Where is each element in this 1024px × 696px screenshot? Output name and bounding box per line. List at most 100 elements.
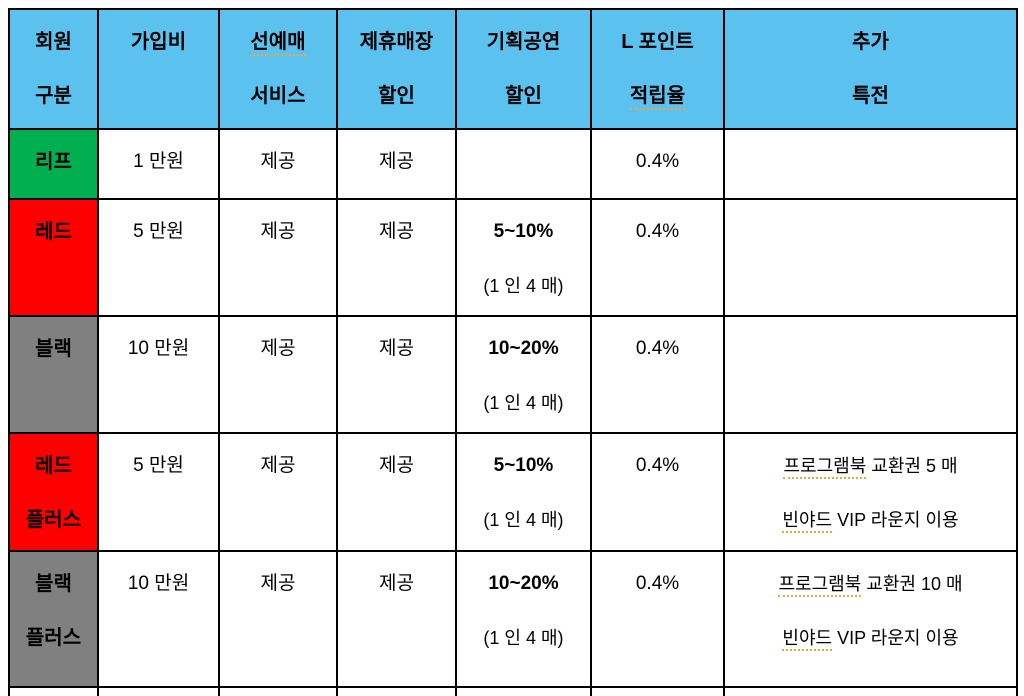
lpoint-value: 0.4% (635, 573, 680, 594)
discount-value: 5~10% (493, 455, 554, 476)
cell-presale: 제공 (218, 432, 338, 552)
cell-empty (218, 686, 338, 696)
presale-value: 제공 (260, 338, 296, 359)
spellcheck-word: 적립율 (629, 85, 686, 110)
header-text: 서비스 (250, 85, 306, 107)
cell-event-discount (455, 128, 592, 200)
cell-lpoint: 0.4% (590, 315, 725, 434)
cell-tier: 블랙 플러스 (8, 550, 99, 688)
extra-benefit: 프로그램북 교환권 10 매 (729, 557, 1012, 611)
cell-presale: 제공 (218, 315, 338, 434)
cell-fee: 5 만원 (97, 198, 220, 317)
cell-lpoint: 0.4% (590, 128, 725, 200)
cell-empty (336, 686, 457, 696)
cell-fee: 10 만원 (97, 315, 220, 434)
store-value: 제공 (379, 455, 414, 476)
header-member-type: 회원 구분 (8, 8, 99, 130)
header-text: 추가 (852, 31, 889, 53)
header-text: 가입비 (130, 31, 187, 53)
extra-benefit: 빈야드 VIP 라운지 이용 (729, 611, 1012, 665)
header-text: 제휴매장 (359, 31, 434, 53)
tier-label: 플러스 (25, 509, 82, 531)
table-row-red: 레드 5 만원 제공 제공 5~10% (1 인 4 매) 0.4% (8, 198, 1018, 317)
header-extra: 추가 특전 (723, 8, 1018, 130)
header-text: 기획공연 (486, 31, 561, 53)
fee-value: 5 만원 (133, 221, 184, 242)
cell-extra: 프로그램북 교환권 5 매 빈야드 VIP 라운지 이용 (723, 432, 1018, 552)
header-text: 특전 (852, 85, 889, 107)
cell-event-discount: 5~10% (1 인 4 매) (455, 198, 592, 317)
lpoint-value: 0.4% (635, 221, 680, 242)
cell-store-discount: 제공 (336, 198, 457, 317)
header-lpoint: L 포인트 적립율 (590, 8, 725, 130)
discount-value: 5~10% (493, 221, 554, 242)
cell-store-discount: 제공 (336, 128, 457, 200)
cell-tier: 리프 (8, 128, 99, 200)
discount-value: 10~20% (488, 573, 559, 594)
cell-empty (723, 686, 1018, 696)
spellcheck-word: 빈야드 (782, 628, 833, 651)
cell-fee: 1 만원 (97, 128, 220, 200)
tier-label: 블랙 (35, 573, 72, 595)
tier-label: 리프 (35, 151, 72, 173)
cell-store-discount: 제공 (336, 550, 457, 688)
extra-benefit: 프로그램북 교환권 5 매 (729, 439, 1012, 493)
store-value: 제공 (379, 151, 414, 172)
extra-benefit-text: VIP 라운지 이용 (832, 628, 959, 648)
discount-limit: (1 인 4 매) (483, 628, 564, 648)
presale-value: 제공 (260, 221, 296, 242)
tier-label: 레드 (35, 455, 72, 477)
cell-extra (723, 128, 1018, 200)
presale-value: 제공 (260, 151, 296, 172)
header-text: 구분 (35, 85, 72, 107)
cell-fee: 10 만원 (97, 550, 220, 688)
presale-value: 제공 (260, 455, 296, 476)
header-row: 회원 구분 가입비 선예매 서비스 제휴매장 할인 기획공연 할인 L 포인트 … (8, 8, 1018, 130)
membership-table: 회원 구분 가입비 선예매 서비스 제휴매장 할인 기획공연 할인 L 포인트 … (8, 8, 1018, 696)
header-text: 회원 (35, 31, 72, 53)
discount-limit: (1 인 4 매) (483, 393, 564, 413)
tier-label: 레드 (35, 221, 72, 243)
store-value: 제공 (379, 573, 414, 594)
cell-lpoint: 0.4% (590, 198, 725, 317)
presale-value: 제공 (260, 573, 296, 594)
header-text: 할인 (505, 85, 542, 107)
cell-empty (455, 686, 592, 696)
lpoint-value: 0.4% (635, 151, 680, 172)
table-row-leaf: 리프 1 만원 제공 제공 0.4% (8, 128, 1018, 200)
cell-extra (723, 315, 1018, 434)
cell-store-discount: 제공 (336, 432, 457, 552)
cell-extra (723, 198, 1018, 317)
cell-lpoint: 0.4% (590, 550, 725, 688)
store-value: 제공 (379, 338, 414, 359)
cell-event-discount: 10~20% (1 인 4 매) (455, 315, 592, 434)
extra-benefit-text: VIP 라운지 이용 (832, 510, 959, 530)
extra-benefit-text: 교환권 10 매 (861, 574, 963, 594)
cell-tier: 레드 플러스 (8, 432, 99, 552)
discount-limit: (1 인 4 매) (483, 276, 564, 296)
fee-value: 10 만원 (127, 573, 190, 594)
header-store-discount: 제휴매장 할인 (336, 8, 457, 130)
spellcheck-word: 선예매 (250, 31, 306, 56)
cell-tier: 레드 (8, 198, 99, 317)
cell-event-discount: 5~10% (1 인 4 매) (455, 432, 592, 552)
tier-label: 블랙 (35, 338, 72, 360)
cell-lpoint: 0.4% (590, 432, 725, 552)
discount-value: 10~20% (488, 338, 559, 359)
discount-limit: (1 인 4 매) (483, 510, 564, 530)
cell-empty (97, 686, 220, 696)
header-event-discount: 기획공연 할인 (455, 8, 592, 130)
cell-empty (8, 686, 99, 696)
tier-label: 플러스 (25, 627, 82, 649)
table-row-partial (8, 686, 1018, 696)
table-row-black-plus: 블랙 플러스 10 만원 제공 제공 10~20% (1 인 4 매) 0.4%… (8, 550, 1018, 688)
fee-value: 1 만원 (133, 151, 184, 172)
table-row-black: 블랙 10 만원 제공 제공 10~20% (1 인 4 매) 0.4% (8, 315, 1018, 434)
header-text: L 포인트 (621, 31, 694, 53)
lpoint-value: 0.4% (635, 455, 680, 476)
table-row-red-plus: 레드 플러스 5 만원 제공 제공 5~10% (1 인 4 매) 0.4% 프… (8, 432, 1018, 552)
spellcheck-word: 프로그램북 (778, 574, 862, 597)
header-text: 적립율 (596, 69, 719, 123)
cell-store-discount: 제공 (336, 315, 457, 434)
